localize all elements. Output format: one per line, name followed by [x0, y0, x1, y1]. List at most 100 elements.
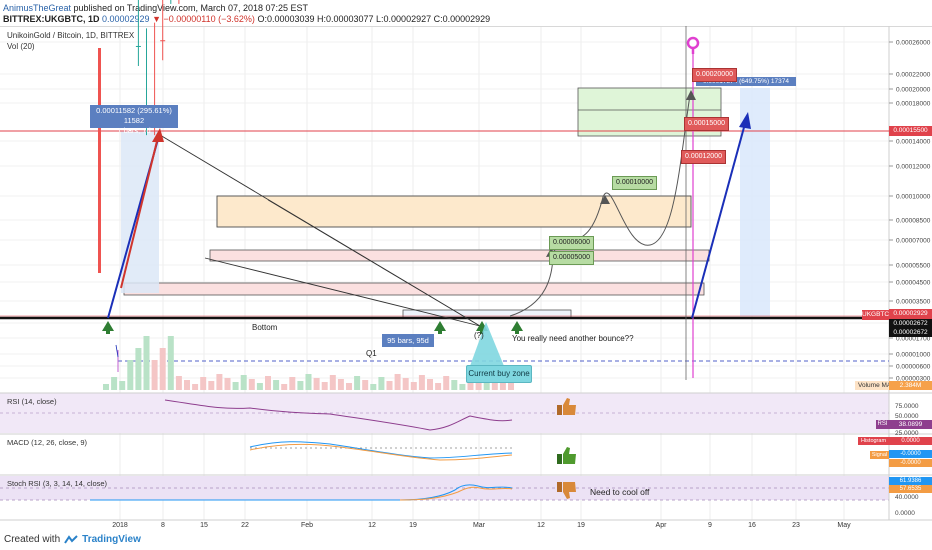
- volume-bars: [103, 336, 514, 390]
- price-change: ▼ −0.00000110 (−3.62%): [152, 14, 255, 24]
- time-tick-label: Apr: [656, 522, 668, 529]
- question-label: (?): [474, 331, 484, 340]
- target-label-20000: 0.00020000: [692, 68, 737, 82]
- time-axis[interactable]: 2018 8 15 22 Feb 12 19 Mar 12 19 Apr 9 16 23 May: [112, 522, 851, 529]
- volume-bar: [208, 381, 215, 390]
- bounce-note: You really need another bounce??: [512, 334, 634, 343]
- time-tick-label: 8: [161, 522, 165, 529]
- resistance-zone-mid: [209, 249, 710, 262]
- price-tick-label: 0.00026000: [896, 40, 931, 47]
- time-tick-label: 9: [708, 522, 712, 529]
- macd-value-tag: -0.0000: [889, 450, 932, 458]
- rsi-level-75: 75.0000: [895, 403, 919, 410]
- histogram-tag: Histogram: [858, 437, 889, 445]
- volume-bar: [459, 384, 466, 390]
- volume-bar: [337, 379, 344, 390]
- price-tick-label: 0.00008500: [896, 218, 931, 225]
- time-tick-label: Feb: [301, 522, 313, 529]
- time-tick-label: May: [837, 522, 851, 529]
- price-tick-label: 0.00020000: [896, 87, 931, 94]
- time-tick-label: 2018: [112, 522, 128, 529]
- volume-bar: [475, 381, 482, 390]
- published-text: published on TradingView.com, March 07, …: [73, 3, 309, 13]
- price-tick-label: 0.00022000: [896, 72, 931, 79]
- target-label-10000: 0.00010000: [612, 176, 657, 190]
- volume-bar: [378, 377, 385, 390]
- time-tick-label: 19: [577, 522, 585, 529]
- volume-bar: [135, 348, 142, 390]
- volume-bar: [418, 375, 425, 390]
- buy-zone-pointer: [470, 322, 504, 366]
- resistance-tag: 0.00015500: [889, 126, 932, 136]
- volume-bar: [103, 384, 109, 390]
- rsi-line: [164, 399, 513, 431]
- volume-bar: [192, 384, 199, 390]
- target-label-15000: 0.00015000: [684, 117, 729, 131]
- symbol-name: BITTREX:UKGBTC, 1D: [3, 14, 100, 24]
- stoch-d-line: [399, 486, 513, 501]
- price-tick-label: 0.00000300: [896, 376, 931, 383]
- volume-bar: [451, 380, 458, 390]
- symbol-tag: UKGBTC: [862, 310, 890, 320]
- stoch-k-tag: 61.9386: [889, 477, 932, 485]
- bottom-label: Bottom: [252, 323, 278, 332]
- price-tick-label: 0.00012000: [896, 164, 931, 171]
- macd-line: [249, 441, 513, 459]
- time-tick-label: 16: [748, 522, 756, 529]
- volume-bar: [427, 379, 433, 390]
- histogram-value: 0.0000: [889, 437, 932, 445]
- last-price: 0.00002929: [102, 14, 150, 24]
- target-measure-label: 0.00017374 (649.75%) 17374: [696, 77, 796, 86]
- tradingview-brand[interactable]: TradingView: [82, 534, 141, 545]
- resistance-zone-low: [123, 282, 705, 296]
- q1-label: Q1: [366, 349, 377, 358]
- target-label-6000: 0.00006000: [549, 236, 594, 250]
- volume-bar: [313, 378, 320, 390]
- time-tick-label: 15: [200, 522, 208, 529]
- candle-body: [135, 45, 141, 47]
- stoch-level-0: 0.0000: [895, 510, 915, 517]
- tradingview-logo-icon: [64, 535, 78, 544]
- volume-bar: [256, 383, 263, 390]
- macd-title: MACD (12, 26, close, 9): [7, 438, 88, 447]
- volume-bar: [289, 377, 296, 390]
- rsi-level-50: 50.0000: [895, 413, 919, 420]
- volume-bar: [370, 384, 377, 390]
- projection-arrow: [691, 119, 747, 319]
- volume-bar: [167, 336, 174, 390]
- price-tick-label: 0.00005500: [896, 263, 931, 270]
- price-tick-label: 0.00007000: [896, 238, 931, 245]
- thumbs-up-icon: [557, 447, 576, 464]
- volume-bar: [232, 382, 239, 390]
- volume-bar: [394, 374, 401, 390]
- time-tick-label: Mar: [473, 522, 486, 529]
- author-link[interactable]: AnimusTheGreat: [3, 3, 72, 13]
- volume-bar: [354, 376, 361, 390]
- time-tick-label: 12: [368, 522, 376, 529]
- volume-bar: [200, 377, 207, 390]
- price-tick-label: 0.00003500: [896, 299, 931, 306]
- rsi-name-tag: RSI: [876, 420, 889, 429]
- ohlc-values: O:0.00003039 H:0.00003077 L:0.00002927 C…: [257, 14, 491, 24]
- stoch-d-tag: 57.6535: [889, 485, 932, 493]
- target-label-5000: 0.00005000: [549, 251, 594, 265]
- support-tag-2: 0.00002672: [889, 328, 932, 337]
- volume-bar: [297, 381, 304, 390]
- resistance-zone-upper: [216, 195, 692, 228]
- wedge-line: [267, 199, 481, 327]
- bars-count-label: 95 bars, 95d: [382, 334, 434, 347]
- rsi-level-25: 25.0000: [895, 430, 919, 437]
- target-pin-icon[interactable]: [686, 36, 700, 50]
- signal-tag: Signal: [870, 451, 889, 459]
- time-tick-label: 12: [537, 522, 545, 529]
- thumb-neutral-icon: [557, 398, 576, 415]
- volume-bar: [127, 360, 134, 390]
- spike-candle: [98, 48, 101, 273]
- price-tick-label: 0.00010000: [896, 194, 931, 201]
- target-label-12000: 0.00012000: [681, 150, 726, 164]
- volume-bar: [321, 382, 328, 390]
- time-tick-label: 23: [792, 522, 800, 529]
- stoch-level-40: 40.0000: [895, 494, 919, 501]
- volume-bar: [224, 378, 231, 390]
